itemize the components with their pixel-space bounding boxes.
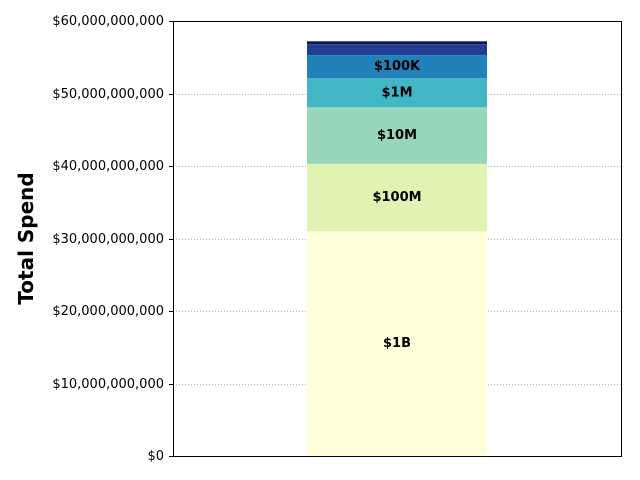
bar-segment [307,107,487,164]
bar-segment [307,78,487,108]
segment-label: $100M [372,190,421,205]
plot-frame [173,21,622,457]
segment-labels: $1B $100M $10M $1M $100K [372,59,421,351]
bar-segment [307,163,487,232]
y-tick-label: $60,000,000,000 [52,14,164,29]
bar-segment [307,41,487,45]
y-tick-label: $40,000,000,000 [52,159,164,174]
y-axis-ticks: $0 $10,000,000,000 $20,000,000,000 $30,000,… [52,14,173,464]
segment-label: $10M [377,128,417,143]
segment-label: $100K [374,59,421,74]
y-tick-label: $10,000,000,000 [52,377,164,392]
y-tick-label: $30,000,000,000 [52,232,164,247]
bar-segment [307,44,487,56]
bar-segment [307,231,487,456]
y-axis-title: Total Spend [14,172,38,304]
y-tick-label: $20,000,000,000 [52,304,164,319]
bar-segments [307,41,487,456]
y-tick-label: $0 [147,449,164,464]
y-tick-label: $50,000,000,000 [52,87,164,102]
bar-segment [307,55,487,79]
segment-label: $1M [381,85,412,100]
segment-label: $1B [383,336,411,351]
